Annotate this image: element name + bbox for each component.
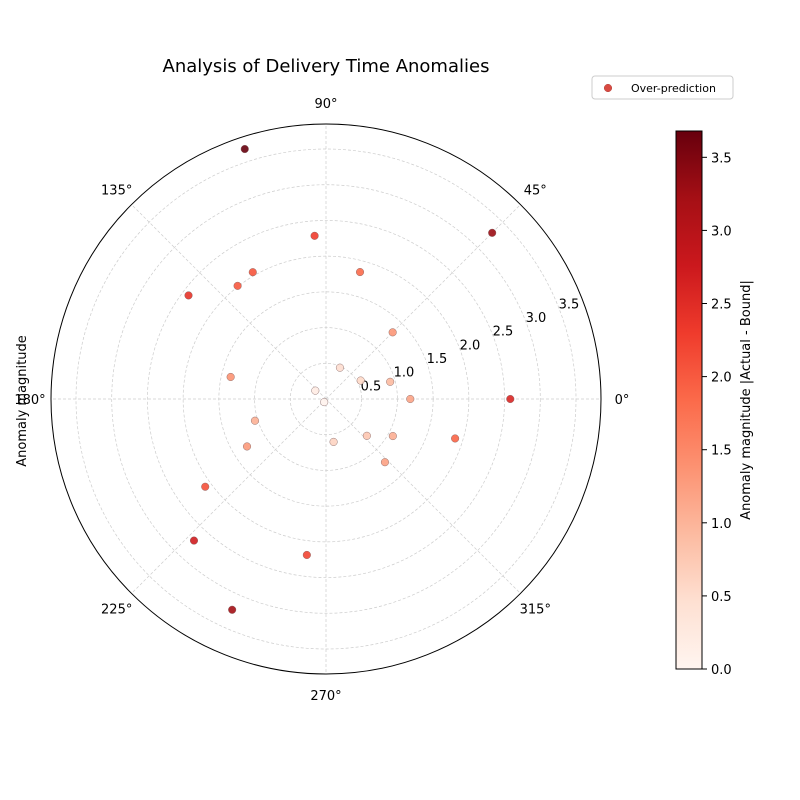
- data-point: [248, 268, 257, 277]
- data-point: [233, 281, 242, 290]
- angle-tick-label: 0°: [615, 393, 630, 408]
- polar-outer-frame: [50, 123, 602, 675]
- data-point: [189, 536, 198, 545]
- data-point: [506, 395, 515, 404]
- data-point: [329, 437, 338, 446]
- radial-tick-label: 0.5: [361, 379, 382, 394]
- data-point: [406, 395, 415, 404]
- legend-box: [591, 75, 734, 100]
- data-point: [228, 605, 237, 614]
- data-point: [311, 386, 320, 395]
- grid-spoke: [131, 398, 327, 594]
- data-point: [388, 328, 397, 337]
- radial-tick-labels: 0.5 1.0 1.5 2.0 2.5 3.0 3.5: [361, 297, 580, 394]
- radial-tick-label: 2.0: [460, 338, 481, 353]
- grid-spoke: [325, 398, 521, 594]
- angle-tick-label: 315°: [520, 602, 551, 617]
- colorbar: 0.0 0.5 1.0 1.5 2.0 2.5 3.0 3.5 Anomaly magnitu…: [675, 130, 754, 678]
- polar-grid: [51, 124, 601, 674]
- data-point: [380, 458, 389, 467]
- angle-tick-label: 225°: [101, 602, 132, 617]
- angle-tick-label: 270°: [310, 689, 341, 704]
- radial-tick-label: 2.5: [493, 325, 514, 340]
- angle-tick-label: 90°: [314, 97, 337, 112]
- data-point: [310, 231, 319, 240]
- colorbar-tick-label: 3.5: [711, 151, 732, 166]
- grid-circle: [111, 184, 541, 614]
- grid-spoke: [325, 204, 521, 400]
- colorbar-tick-label: 0.0: [711, 663, 732, 678]
- colorbar-gradient: [675, 130, 703, 670]
- data-point: [320, 398, 329, 407]
- chart-title: Analysis of Delivery Time Anomalies: [163, 56, 490, 77]
- data-point: [250, 416, 259, 425]
- colorbar-ticks: 0.0 0.5 1.0 1.5 2.0 2.5 3.0 3.5: [702, 151, 732, 678]
- radial-tick-label: 1.5: [427, 352, 448, 367]
- angle-tick-label: 135°: [101, 184, 132, 199]
- colorbar-tick-label: 0.5: [711, 590, 732, 605]
- data-point: [356, 376, 365, 385]
- angle-tick-label: 180°: [14, 393, 45, 408]
- colorbar-tick-label: 2.0: [711, 371, 732, 386]
- data-point: [388, 432, 397, 441]
- colorbar-tick-label: 1.0: [711, 517, 732, 532]
- data-point: [201, 482, 210, 491]
- data-point: [240, 145, 249, 154]
- data-point: [243, 442, 252, 451]
- colorbar-label: Anomaly magnitude |Actual - Bound|: [739, 280, 754, 520]
- radial-tick-label: 1.0: [394, 366, 415, 381]
- data-point: [386, 377, 395, 386]
- grid-spoke: [131, 204, 327, 400]
- data-point: [302, 550, 311, 559]
- colorbar-tick-label: 3.0: [711, 224, 732, 239]
- colorbar-tick-label: 2.5: [711, 298, 732, 313]
- colorbar-tick-label: 1.5: [711, 444, 732, 459]
- data-point: [226, 372, 235, 381]
- data-points: [184, 145, 515, 614]
- data-point: [488, 228, 497, 237]
- radial-tick-label: 3.5: [559, 297, 580, 312]
- legend: Over-prediction: [591, 75, 734, 100]
- data-point: [184, 291, 193, 300]
- radial-axis-label: Anomaly magnitude: [15, 335, 30, 466]
- radial-tick-label: 3.0: [526, 311, 547, 326]
- legend-label-over-prediction: Over-prediction: [631, 82, 716, 95]
- data-point: [451, 434, 460, 443]
- angle-tick-label: 45°: [524, 184, 547, 199]
- legend-marker-over-prediction: [603, 83, 613, 93]
- data-point: [356, 268, 365, 277]
- data-point: [335, 363, 344, 372]
- grid-circle: [147, 220, 505, 578]
- angle-tick-labels: 0° 45° 90° 135° 180° 225° 270° 315°: [14, 97, 629, 704]
- data-point: [362, 431, 371, 440]
